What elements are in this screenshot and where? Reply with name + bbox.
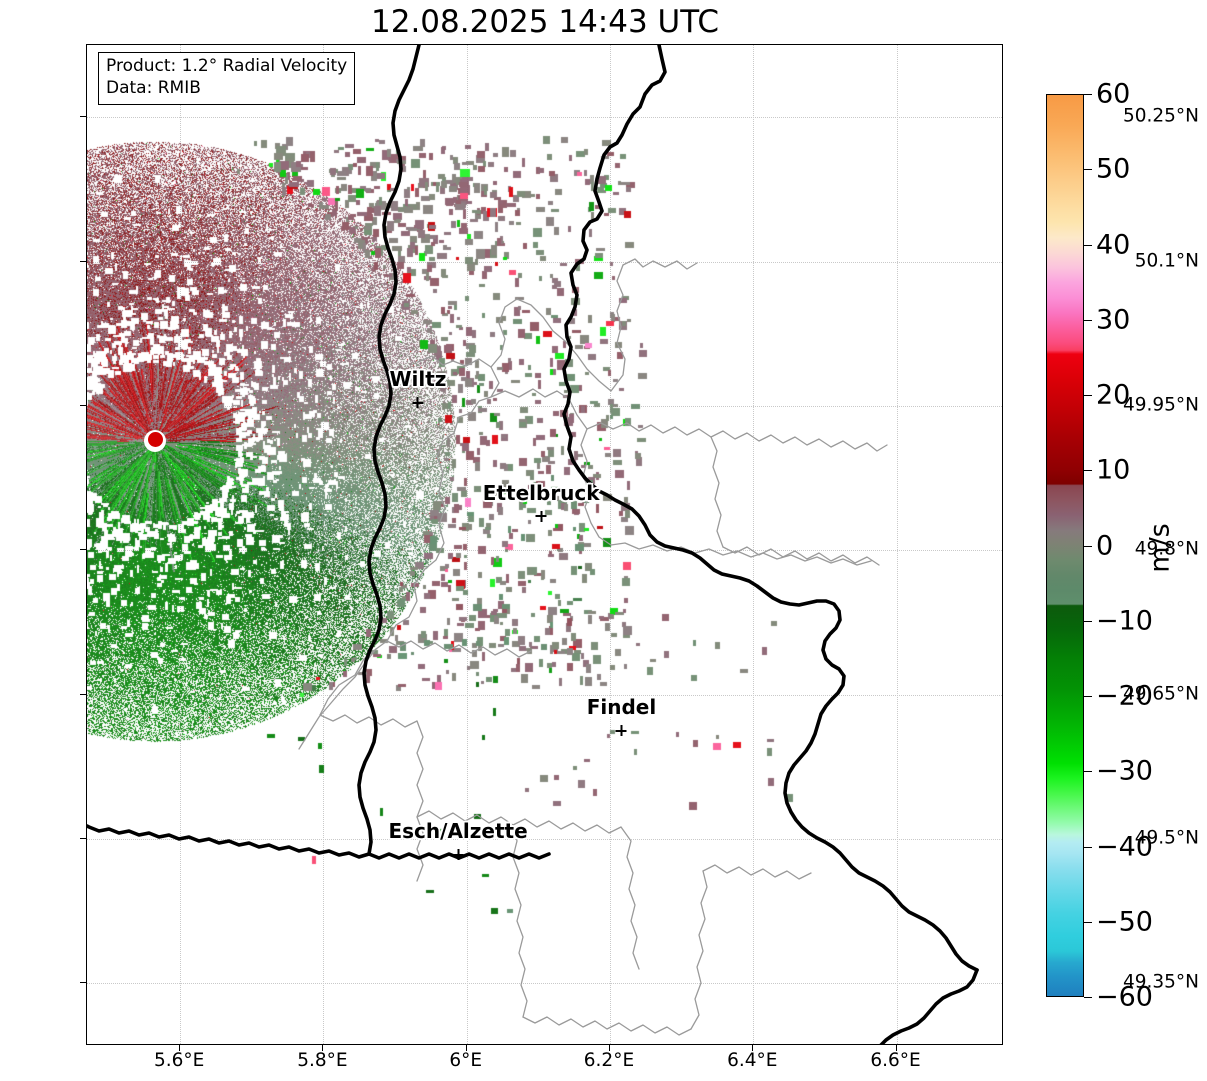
country-border-luxembourg	[87, 45, 979, 1044]
colorbar-tick-label: −30	[1096, 755, 1153, 787]
colorbar-tick-mark	[1084, 319, 1092, 321]
city-label: Ettelbruck	[482, 480, 600, 505]
city-label: Findel	[586, 695, 657, 720]
colorbar-tick-label: 60	[1096, 78, 1131, 110]
y-tick-mark	[80, 838, 86, 840]
colorbar-tick-label: −60	[1096, 981, 1153, 1013]
colorbar-tick-label: 50	[1096, 153, 1131, 185]
city-label: Esch/Alzette	[388, 819, 528, 844]
y-tick-label: 49.8°N	[1134, 538, 1199, 560]
x-tick-label: 5.8°E	[297, 1050, 348, 1071]
product-line: Product: 1.2° Radial Velocity	[106, 56, 348, 76]
admin-boundaries	[298, 258, 888, 1036]
x-tick-mark	[465, 1045, 467, 1051]
colorbar-tick-label: −10	[1096, 605, 1153, 637]
colorbar-tick-label: 0	[1096, 530, 1114, 561]
x-tick-label: 6.2°E	[583, 1050, 635, 1071]
map-plot-area[interactable]: Wiltz Ettelbruck Findel Esch/Alzette Produc…	[86, 44, 1003, 1045]
colorbar-tick-label: −40	[1096, 831, 1153, 862]
colorbar-tick-label: 40	[1096, 229, 1131, 260]
x-tick-label: 5.6°E	[153, 1050, 205, 1071]
colorbar-tick-label: −50	[1096, 906, 1153, 938]
y-tick-mark	[80, 693, 86, 695]
y-tick-label: 49.95°N	[1122, 394, 1199, 416]
colorbar-tick-label: 20	[1096, 379, 1131, 411]
data-source-line: Data: RMIB	[106, 77, 201, 98]
x-tick-label: 6.4°E	[727, 1050, 778, 1071]
map-vector-layer	[87, 45, 979, 1044]
y-tick-mark	[80, 404, 86, 406]
colorbar-unit-label: m/s	[1144, 523, 1176, 573]
colorbar-tick-mark	[1084, 470, 1092, 472]
radar-echo-layer	[87, 45, 1002, 1044]
cross-icon	[535, 510, 547, 522]
x-tick-mark	[322, 1045, 324, 1051]
colorbar-tick-mark	[1084, 169, 1092, 171]
page-title: 12.08.2025 14:43 UTC	[371, 4, 719, 40]
y-tick-mark	[80, 982, 86, 984]
colorbar-tick-label: 10	[1096, 454, 1131, 486]
colorbar-tick-mark	[1084, 771, 1092, 773]
y-tick-mark	[80, 549, 86, 551]
radar-station-dot	[148, 432, 164, 448]
radar-station-marker[interactable]	[144, 430, 167, 453]
x-tick-mark	[895, 1045, 897, 1051]
city-label: Wiltz	[389, 367, 447, 392]
x-tick-mark	[752, 1045, 754, 1051]
y-tick-mark	[80, 260, 86, 262]
colorbar-tick-mark	[1084, 997, 1092, 998]
x-tick-mark	[608, 1045, 610, 1051]
colorbar-tick-mark	[1084, 846, 1092, 848]
colorbar-tick-mark	[1084, 545, 1092, 547]
y-tick-label: 50.1°N	[1134, 250, 1199, 272]
x-tick-mark	[179, 1045, 181, 1051]
colorbar-tick-mark	[1084, 696, 1092, 697]
cross-icon	[452, 849, 464, 861]
cross-icon	[412, 397, 424, 409]
y-tick-label: 49.35°N	[1122, 971, 1199, 993]
colorbar[interactable]: 60 50 40 30 20 10 0 −10 −20 −30 −40 −50 −60	[1046, 79, 1153, 1013]
colorbar-tick-mark	[1084, 395, 1092, 396]
x-tick-label: 6°E	[449, 1050, 483, 1071]
x-tick-label: 6.6°E	[870, 1050, 921, 1071]
cross-icon	[615, 725, 627, 737]
y-tick-label: 50.25°N	[1122, 105, 1199, 127]
colorbar-tick-label: −20	[1096, 680, 1153, 712]
colorbar-tick-mark	[1084, 94, 1092, 95]
colorbar-tick-mark	[1084, 620, 1092, 622]
colorbar-gradient	[1046, 94, 1084, 997]
y-tick-label: 49.5°N	[1134, 827, 1199, 849]
colorbar-tick-mark	[1084, 244, 1092, 246]
colorbar-tick-label: 30	[1096, 304, 1131, 336]
product-info-box: Product: 1.2° Radial Velocity Data: RMIB	[98, 52, 356, 105]
y-tick-label: 49.65°N	[1122, 683, 1199, 705]
y-tick-mark	[80, 116, 86, 118]
colorbar-tick-mark	[1084, 921, 1092, 923]
